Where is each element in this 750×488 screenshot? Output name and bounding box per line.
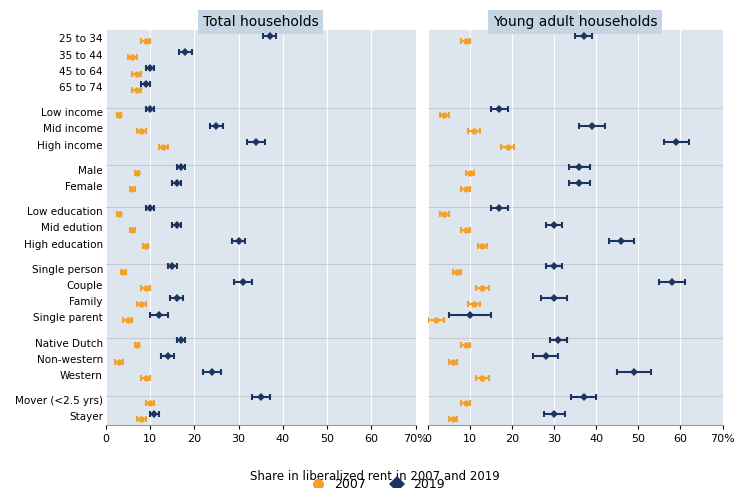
Text: Share in liberalized rent in 2007 and 2019: Share in liberalized rent in 2007 and 20… — [250, 470, 500, 483]
Title: Total households: Total households — [202, 15, 319, 29]
Legend: 2007, 2019: 2007, 2019 — [300, 473, 450, 488]
Title: Young adult households: Young adult households — [493, 15, 657, 29]
